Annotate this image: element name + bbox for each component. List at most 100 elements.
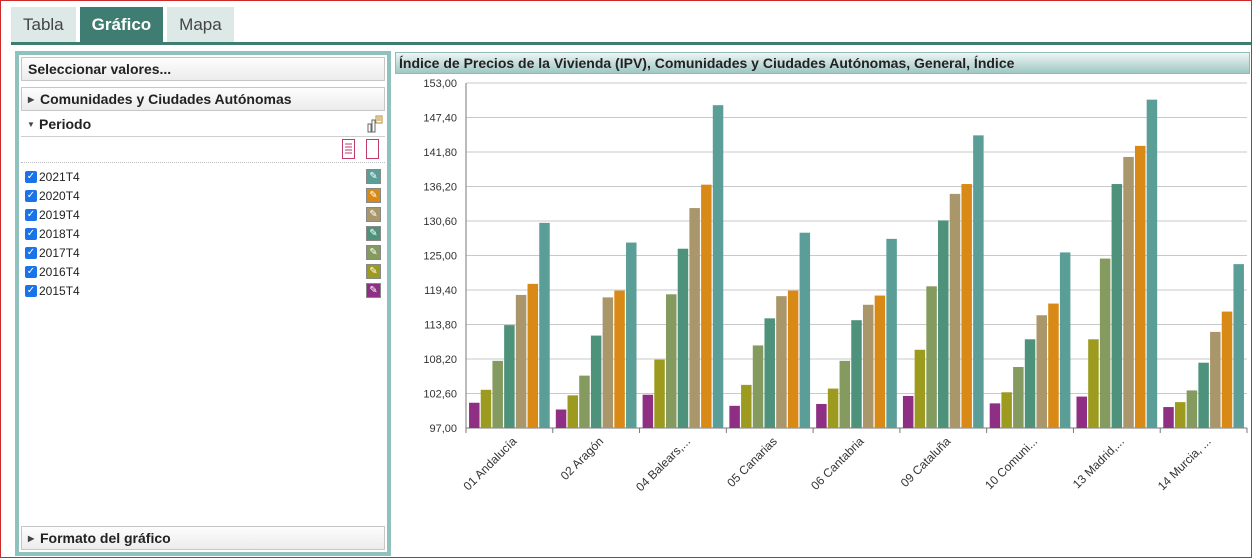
- period-label: 2019T4: [39, 207, 80, 222]
- period-checkbox[interactable]: ✓: [25, 265, 37, 278]
- section-format[interactable]: ▶ Formato del gráfico: [21, 526, 385, 550]
- tab-mapa[interactable]: Mapa: [167, 7, 234, 42]
- x-tick-label: 10 Comuni...: [982, 434, 1040, 492]
- period-item: ✓ 2017T4 ✎: [25, 243, 383, 262]
- section-format-label: Formato del gráfico: [40, 530, 171, 546]
- bar: [816, 403, 827, 428]
- y-tick-label: 130,60: [423, 216, 457, 228]
- period-checkbox[interactable]: ✓: [25, 246, 37, 259]
- select-values-label: Seleccionar valores...: [28, 61, 172, 77]
- bar: [914, 349, 926, 428]
- bar: [701, 184, 712, 428]
- period-checkbox[interactable]: ✓: [25, 227, 37, 240]
- period-label: 2018T4: [39, 226, 80, 241]
- y-tick-label: 102,60: [423, 389, 457, 401]
- bar: [665, 294, 677, 428]
- tab-grafico[interactable]: Gráfico: [79, 7, 164, 42]
- period-toolbar: [21, 137, 385, 163]
- bar: [839, 360, 851, 428]
- section-regions[interactable]: ▶ Comunidades y Ciudades Autónomas: [21, 87, 385, 111]
- chart-settings-icon[interactable]: [367, 115, 383, 133]
- y-tick-label: 141,80: [423, 147, 457, 159]
- bar: [492, 360, 503, 428]
- period-item: ✓ 2015T4 ✎: [25, 281, 383, 300]
- chart-title: Índice de Precios de la Vivienda (IPV), …: [395, 52, 1250, 74]
- x-tick-label: 01 Andalucía: [461, 434, 520, 493]
- bar: [787, 290, 799, 428]
- bar: [614, 290, 625, 428]
- bar: [654, 359, 665, 428]
- period-checkbox[interactable]: ✓: [25, 208, 37, 221]
- bar: [764, 318, 775, 428]
- period-label: 2020T4: [39, 188, 80, 203]
- bar: [1099, 258, 1111, 428]
- bar: [469, 402, 480, 428]
- bar: [626, 242, 637, 428]
- series-color-picker-icon[interactable]: ✎: [366, 169, 381, 184]
- y-tick-label: 97,00: [429, 423, 457, 435]
- bar: [776, 296, 787, 428]
- x-tick-label: 14 Murcia, ...: [1155, 434, 1214, 493]
- chevron-down-icon: ▼: [27, 120, 35, 130]
- bar: [527, 283, 539, 428]
- series-color-picker-icon[interactable]: ✎: [366, 207, 381, 222]
- bar: [1024, 339, 1036, 428]
- section-period[interactable]: ▼ Periodo: [21, 113, 385, 137]
- bar: [1076, 396, 1087, 428]
- period-item: ✓ 2019T4 ✎: [25, 205, 383, 224]
- bar: [741, 384, 752, 428]
- period-item: ✓ 2018T4 ✎: [25, 224, 383, 243]
- period-checkbox[interactable]: ✓: [25, 189, 37, 202]
- bar-chart: 97,00 102,60 108,20 113,80 119,40 125,00 130,6…: [423, 78, 1248, 494]
- x-tick-label: 13 Madrid,...: [1070, 434, 1127, 491]
- bar: [504, 325, 515, 428]
- y-tick-label: 113,80: [424, 320, 457, 332]
- bar: [989, 403, 1001, 428]
- period-item: ✓ 2020T4 ✎: [25, 186, 383, 205]
- period-label: 2017T4: [39, 245, 80, 260]
- bar: [1146, 99, 1158, 429]
- bar: [961, 184, 972, 428]
- bar: [689, 208, 700, 428]
- bar: [1163, 407, 1174, 428]
- y-tick-label: 119,40: [424, 285, 457, 297]
- bar: [1036, 315, 1048, 428]
- bar: [1186, 390, 1198, 428]
- bar: [555, 409, 567, 428]
- bar: [752, 345, 764, 428]
- bar: [902, 395, 914, 428]
- bar: [539, 222, 550, 428]
- bar: [579, 375, 590, 428]
- series-color-picker-icon[interactable]: ✎: [366, 264, 381, 279]
- series-color-picker-icon[interactable]: ✎: [366, 188, 381, 203]
- bar: [642, 394, 654, 428]
- bar: [862, 304, 874, 428]
- bar: [851, 320, 862, 428]
- deselect-all-icon[interactable]: [366, 139, 379, 159]
- bar: [480, 389, 492, 428]
- bar: [515, 294, 527, 428]
- bar: [1134, 145, 1146, 428]
- x-tick-label: 09 Cataluña: [898, 434, 954, 490]
- period-label: 2021T4: [39, 169, 80, 184]
- tab-tabla[interactable]: Tabla: [11, 7, 76, 42]
- y-tick-label: 108,20: [423, 354, 457, 366]
- y-tick-label: 153,00: [423, 78, 457, 90]
- bar: [712, 105, 724, 428]
- x-tick-label: 04 Balears,...: [633, 434, 693, 494]
- chevron-right-icon: ▶: [28, 95, 35, 105]
- select-all-icon[interactable]: [342, 139, 355, 159]
- values-panel: Seleccionar valores... ▶ Comunidades y Ci…: [15, 51, 391, 556]
- period-checkbox[interactable]: ✓: [25, 284, 37, 297]
- bar: [874, 295, 886, 428]
- series-color-picker-icon[interactable]: ✎: [366, 226, 381, 241]
- period-checkbox[interactable]: ✓: [25, 170, 37, 183]
- view-tabs: Tabla Gráfico Mapa: [11, 7, 238, 43]
- y-tick-label: 136,20: [423, 182, 457, 194]
- series-color-picker-icon[interactable]: ✎: [366, 283, 381, 298]
- bar: [1013, 367, 1024, 428]
- series-color-picker-icon[interactable]: ✎: [366, 245, 381, 260]
- select-values-header[interactable]: Seleccionar valores...: [21, 57, 385, 81]
- bar: [949, 193, 961, 428]
